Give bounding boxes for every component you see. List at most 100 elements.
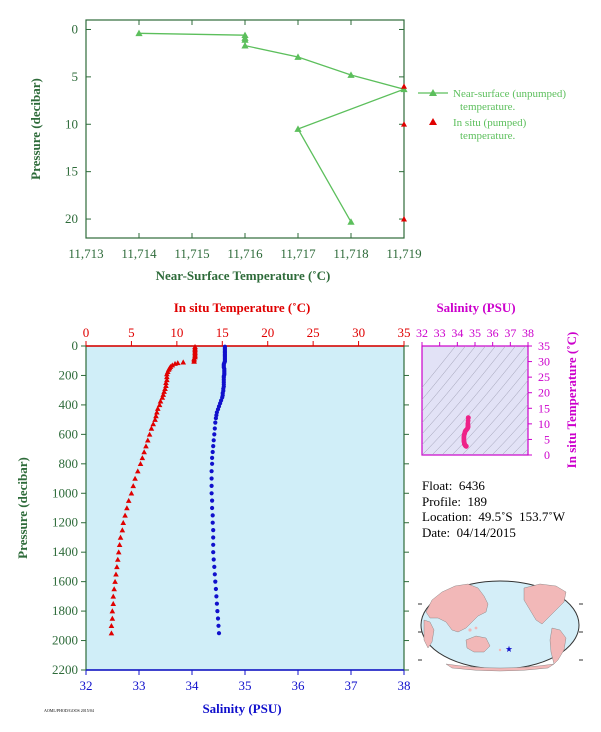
temperature-point bbox=[156, 402, 163, 408]
legend-label-in-situ-line1: In situ (pumped) bbox=[453, 117, 527, 129]
near-surface-temperature-chart: 11,713 11,714 11,715 11,716 11,717 11,718 11,7… bbox=[28, 19, 566, 283]
near-surface-temperature-point bbox=[400, 85, 408, 93]
temperature-point bbox=[146, 431, 153, 437]
legend-marker-in-situ bbox=[429, 118, 437, 125]
salinity-tick-label: 36 bbox=[292, 678, 306, 693]
density-contour bbox=[511, 437, 528, 455]
salinity-tick-label: 35 bbox=[239, 678, 252, 693]
pressure-tick-label: 1800 bbox=[52, 603, 78, 618]
location: Location: 49.5˚S 153.7˚W bbox=[422, 509, 565, 524]
temperature-point bbox=[110, 593, 117, 599]
temperature-point bbox=[115, 549, 122, 555]
salinity-point bbox=[210, 513, 215, 518]
pressure-tick-label: 0 bbox=[72, 338, 79, 353]
salinity-point bbox=[209, 476, 214, 481]
temperature-point bbox=[130, 483, 137, 489]
legend-label-in-situ-line2: temperature. bbox=[460, 130, 516, 142]
temperature-point bbox=[191, 358, 197, 364]
temperature-point bbox=[154, 409, 160, 415]
temperature-point bbox=[109, 608, 116, 614]
ts-salinity-tick-labels: 32 33 34 35 36 37 38 bbox=[416, 326, 534, 346]
salinity-point bbox=[209, 491, 214, 496]
temperature-tick-label: 25 bbox=[307, 325, 320, 340]
salinity-point bbox=[215, 616, 221, 621]
salinity-point bbox=[210, 498, 215, 503]
top-x-tick-label: 11,719 bbox=[386, 246, 421, 261]
temperature-point bbox=[153, 413, 159, 419]
salinity-point bbox=[216, 631, 222, 636]
salinity-axis-title: Salinity (PSU) bbox=[202, 701, 281, 716]
temperature-point bbox=[110, 600, 117, 606]
temperature-point bbox=[113, 571, 119, 577]
pressure-tick-label: 600 bbox=[59, 426, 79, 441]
ts-salinity-tick-label: 33 bbox=[434, 326, 446, 340]
world-map bbox=[418, 580, 583, 672]
in-situ-temperature-point bbox=[401, 83, 407, 89]
salinity-tick-label: 37 bbox=[345, 678, 359, 693]
salinity-point bbox=[212, 426, 217, 431]
ts-salinity-tick-label: 38 bbox=[522, 326, 534, 340]
top-y-tick-label: 15 bbox=[65, 164, 78, 179]
legend-marker-near-surface bbox=[429, 89, 437, 96]
ts-temperature-tick-label: 30 bbox=[538, 355, 550, 369]
legend-label-near-surface-line2: temperature. bbox=[460, 101, 516, 113]
temperature-point bbox=[163, 382, 169, 389]
map-land-eurasia bbox=[425, 583, 489, 633]
salinity-point bbox=[212, 564, 217, 570]
salinity-point bbox=[211, 557, 216, 562]
main-plot-background bbox=[85, 345, 405, 671]
salinity-point bbox=[210, 455, 215, 460]
near-surface-temperature-point bbox=[241, 36, 249, 43]
pressure-tick-label: 2200 bbox=[52, 662, 78, 677]
salinity-point bbox=[212, 572, 217, 577]
salinity-point bbox=[210, 505, 215, 511]
ts-temperature-tick-label: 25 bbox=[538, 370, 550, 384]
float-location-star-icon bbox=[505, 645, 513, 652]
top-y-tick-label: 20 bbox=[65, 211, 78, 226]
ts-temperature-tick-label: 35 bbox=[538, 339, 550, 353]
density-contour bbox=[501, 426, 528, 455]
ts-temperature-tick-label: 0 bbox=[544, 448, 550, 462]
top-plot-frame bbox=[85, 19, 405, 239]
top-x-tick-label: 11,718 bbox=[333, 246, 368, 261]
temperature-point bbox=[154, 405, 161, 411]
top-x-tick-label: 11,715 bbox=[174, 246, 209, 261]
density-contour bbox=[422, 346, 486, 424]
temperature-point bbox=[139, 455, 146, 461]
temperature-point bbox=[160, 391, 167, 397]
temperature-point bbox=[117, 534, 124, 540]
temperature-point bbox=[116, 542, 123, 548]
map-land-africa bbox=[423, 619, 435, 649]
near-surface-temperature-point bbox=[241, 41, 249, 49]
near-surface-temperature-point bbox=[294, 53, 302, 60]
ts-salinity-tick-label: 37 bbox=[504, 326, 516, 340]
temperature-point bbox=[162, 385, 168, 391]
profile-series-layer bbox=[108, 343, 227, 636]
salinity-tick-label: 38 bbox=[398, 678, 411, 693]
density-contour bbox=[422, 346, 496, 435]
salinity-point bbox=[213, 416, 218, 421]
temperature-point bbox=[157, 398, 164, 404]
pressure-tick-labels: 0 200 400 600 800 1000 1200 1400 1600 1800 2000 220… bbox=[52, 338, 409, 677]
date: Date: 04/14/2015 bbox=[422, 524, 516, 540]
temperature-point bbox=[132, 475, 138, 481]
top-y-tick-label: 0 bbox=[72, 21, 79, 36]
temperature-point bbox=[137, 461, 144, 467]
top-y-axis-label: Pressure (decibar) bbox=[28, 78, 43, 180]
temperature-point bbox=[124, 505, 130, 511]
star-icon bbox=[505, 645, 513, 652]
temperature-point bbox=[164, 374, 170, 380]
top-x-tick-label: 11,713 bbox=[68, 246, 103, 261]
temperature-point bbox=[108, 630, 115, 636]
in-situ-temperature-point bbox=[401, 121, 407, 127]
temperature-point bbox=[143, 443, 149, 449]
salinity-point bbox=[211, 438, 216, 443]
density-contour bbox=[422, 346, 476, 412]
salinity-point bbox=[212, 432, 217, 437]
salinity-point bbox=[213, 586, 218, 592]
temperature-point bbox=[172, 360, 178, 366]
density-contour bbox=[431, 346, 526, 455]
salinity-point bbox=[211, 444, 216, 449]
